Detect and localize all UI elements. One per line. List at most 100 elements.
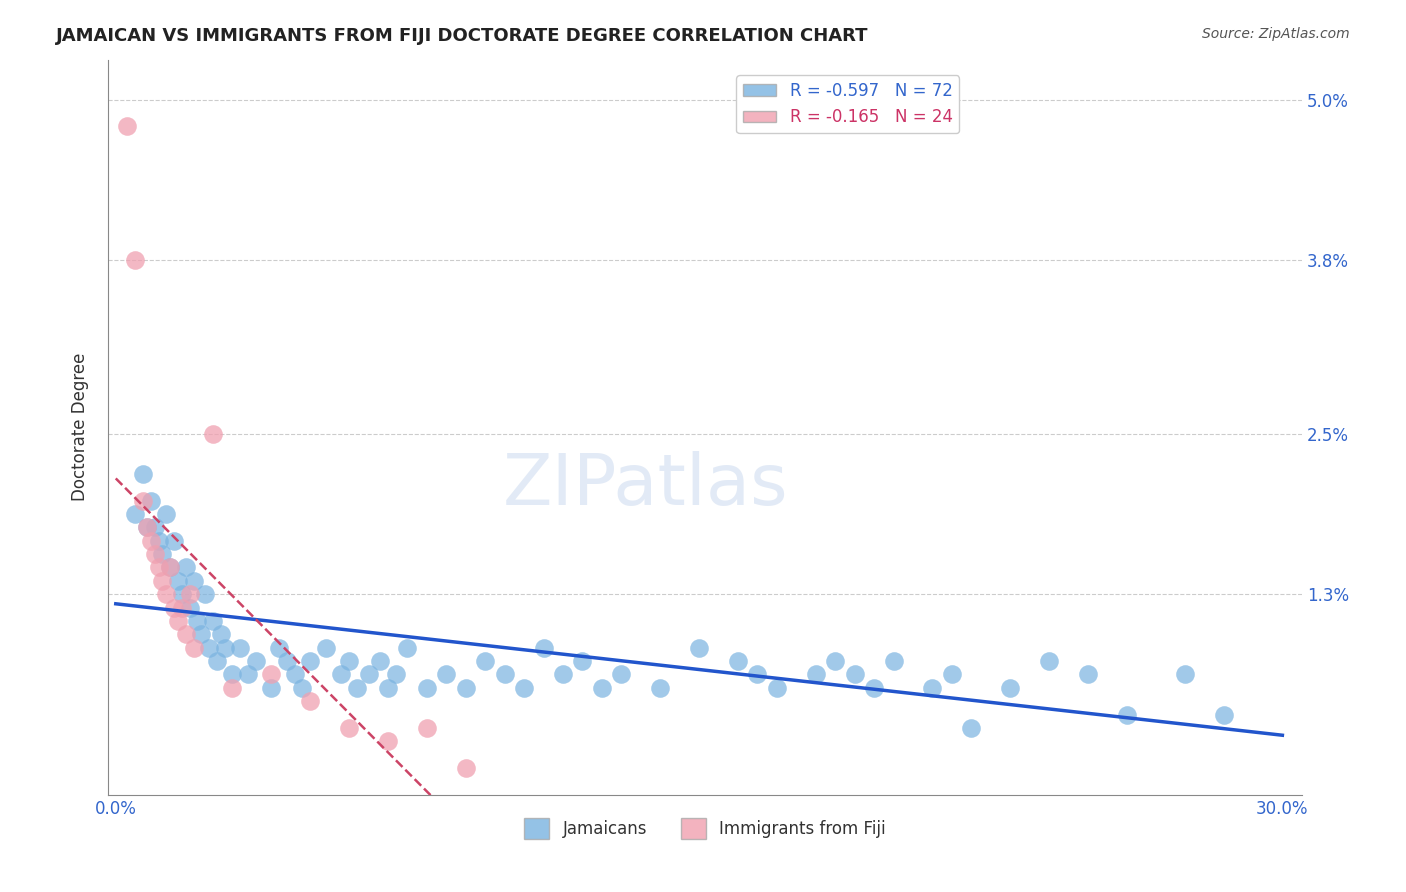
Point	[384, 667, 406, 681]
Legend: Jamaicans, Immigrants from Fiji: Jamaicans, Immigrants from Fiji	[517, 812, 893, 846]
Point	[824, 654, 846, 668]
Point	[804, 667, 827, 681]
Point	[139, 533, 162, 548]
Point	[260, 681, 283, 695]
Point	[163, 600, 186, 615]
Point	[152, 547, 174, 561]
Point	[883, 654, 905, 668]
Point	[357, 667, 380, 681]
Text: ZIPatlas: ZIPatlas	[502, 451, 787, 520]
Point	[346, 681, 368, 695]
Point	[276, 654, 298, 668]
Point	[205, 654, 228, 668]
Point	[201, 426, 224, 441]
Point	[591, 681, 613, 695]
Point	[155, 507, 177, 521]
Point	[135, 520, 157, 534]
Point	[747, 667, 769, 681]
Point	[454, 761, 477, 775]
Point	[155, 587, 177, 601]
Point	[124, 507, 146, 521]
Point	[152, 574, 174, 588]
Point	[960, 721, 983, 735]
Point	[377, 681, 399, 695]
Point	[124, 253, 146, 268]
Point	[236, 667, 259, 681]
Point	[610, 667, 633, 681]
Point	[650, 681, 672, 695]
Point	[330, 667, 353, 681]
Point	[1038, 654, 1060, 668]
Point	[159, 560, 181, 574]
Point	[148, 560, 170, 574]
Point	[179, 587, 201, 601]
Text: Source: ZipAtlas.com: Source: ZipAtlas.com	[1202, 27, 1350, 41]
Point	[315, 640, 337, 655]
Point	[186, 614, 208, 628]
Point	[1077, 667, 1099, 681]
Point	[513, 681, 536, 695]
Point	[167, 574, 190, 588]
Point	[396, 640, 419, 655]
Point	[727, 654, 749, 668]
Point	[921, 681, 943, 695]
Point	[214, 640, 236, 655]
Point	[998, 681, 1021, 695]
Point	[260, 667, 283, 681]
Point	[132, 493, 155, 508]
Point	[194, 587, 217, 601]
Point	[221, 681, 243, 695]
Point	[284, 667, 307, 681]
Point	[174, 627, 197, 641]
Point	[198, 640, 221, 655]
Point	[474, 654, 496, 668]
Point	[170, 600, 193, 615]
Point	[337, 654, 360, 668]
Point	[1174, 667, 1197, 681]
Point	[143, 547, 166, 561]
Point	[163, 533, 186, 548]
Point	[941, 667, 963, 681]
Point	[148, 533, 170, 548]
Point	[368, 654, 391, 668]
Point	[269, 640, 291, 655]
Point	[337, 721, 360, 735]
Point	[863, 681, 886, 695]
Point	[299, 654, 322, 668]
Point	[245, 654, 267, 668]
Point	[291, 681, 314, 695]
Point	[143, 520, 166, 534]
Point	[1115, 707, 1137, 722]
Point	[209, 627, 232, 641]
Point	[416, 721, 439, 735]
Point	[117, 120, 139, 134]
Point	[167, 614, 190, 628]
Point	[190, 627, 212, 641]
Point	[434, 667, 457, 681]
Point	[132, 467, 155, 481]
Point	[135, 520, 157, 534]
Point	[494, 667, 516, 681]
Point	[221, 667, 243, 681]
Point	[201, 614, 224, 628]
Text: JAMAICAN VS IMMIGRANTS FROM FIJI DOCTORATE DEGREE CORRELATION CHART: JAMAICAN VS IMMIGRANTS FROM FIJI DOCTORA…	[56, 27, 869, 45]
Y-axis label: Doctorate Degree: Doctorate Degree	[72, 353, 89, 501]
Point	[1213, 707, 1236, 722]
Point	[766, 681, 789, 695]
Point	[139, 493, 162, 508]
Point	[688, 640, 710, 655]
Point	[571, 654, 593, 668]
Point	[454, 681, 477, 695]
Point	[551, 667, 574, 681]
Point	[174, 560, 197, 574]
Point	[377, 734, 399, 748]
Point	[170, 587, 193, 601]
Point	[299, 694, 322, 708]
Point	[844, 667, 866, 681]
Point	[179, 600, 201, 615]
Point	[229, 640, 252, 655]
Point	[416, 681, 439, 695]
Point	[183, 574, 205, 588]
Point	[183, 640, 205, 655]
Point	[533, 640, 555, 655]
